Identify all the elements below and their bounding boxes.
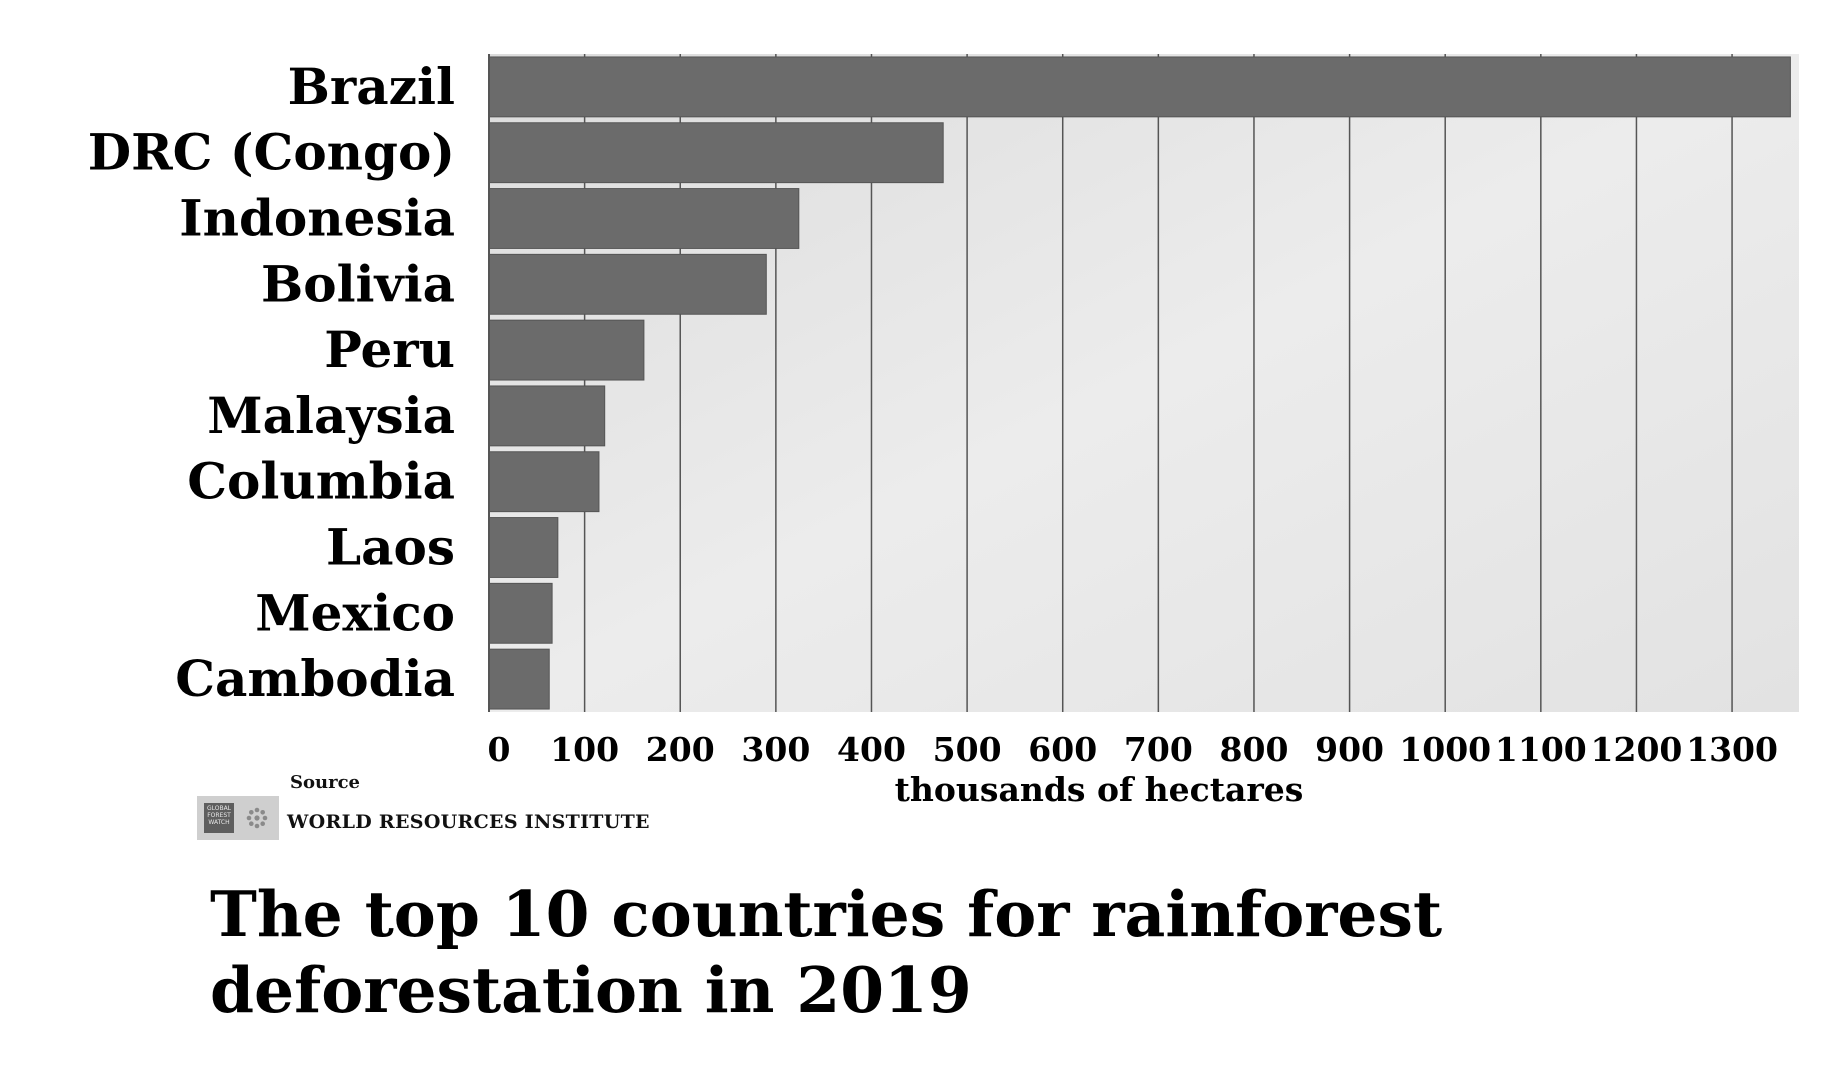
x-tick-label: 1000 [1399,730,1491,769]
x-tick-label: 900 [1315,730,1384,769]
gfw-logo-mark: GLOBAL FOREST WATCH [204,803,234,833]
x-tick-label: 600 [1028,730,1097,769]
category-label: Mexico [255,583,455,642]
global-forest-watch-logo: GLOBAL FOREST WATCH [197,796,279,840]
x-tick-label: 400 [837,730,906,769]
bar-mexico [488,582,553,644]
bar-malaysia [488,385,606,447]
category-label: Laos [326,518,455,577]
x-tick-label: 0 [488,730,511,769]
category-label: Brazil [288,57,455,116]
x-tick-label: 1200 [1591,730,1683,769]
bar-bolivia [488,253,767,315]
bar-brazil [488,56,1791,118]
bar-cambodia [488,648,550,710]
bar-peru [488,319,645,381]
wri-logo-icon [246,807,268,829]
category-label: Columbia [187,452,455,511]
category-label: Peru [324,320,455,379]
x-tick-labels: 0 100 200 300 400 500 600 700 800 900 1000 1100 1200… [488,730,1778,769]
x-tick-label: 500 [933,730,1002,769]
bars [488,56,1791,710]
x-tick-label: 1100 [1495,730,1587,769]
category-label: Cambodia [175,649,455,708]
bar-columbia [488,451,600,513]
bar-indonesia [488,188,800,249]
category-labels: Brazil DRC (Congo) Indonesia Bolivia Peru Mal… [88,57,455,708]
source-organization: WORLD RESOURCES INSTITUTE [287,811,650,833]
x-tick-label: 200 [646,730,715,769]
x-tick-label: 800 [1220,730,1289,769]
category-label: Malaysia [207,386,455,445]
x-tick-label: 300 [741,730,810,769]
category-label: Indonesia [179,189,455,248]
bar-laos [488,517,559,578]
chart-title: The top 10 countries for rainforest defo… [210,877,1443,1027]
x-axis-title: thousands of hectares [895,770,1304,809]
x-tick-label: 100 [550,730,619,769]
x-tick-label: 700 [1124,730,1193,769]
category-label: DRC (Congo) [88,123,455,182]
bar-drc-congo [488,122,944,184]
x-tick-label: 1300 [1686,730,1778,769]
source-label: Source [290,772,360,793]
category-label: Bolivia [261,254,455,313]
